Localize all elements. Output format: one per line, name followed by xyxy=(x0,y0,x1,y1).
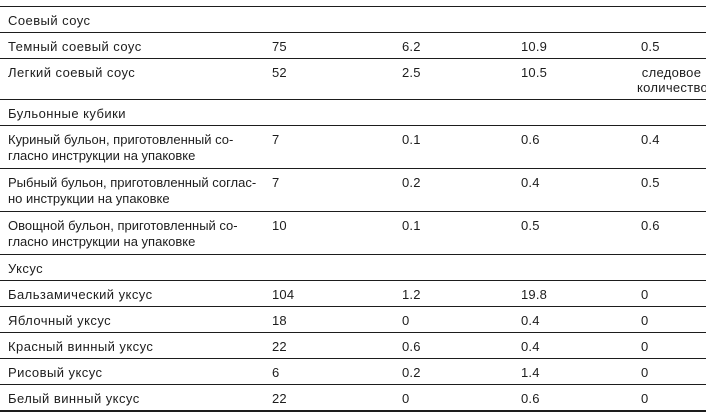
table-row: Куриный бульон, приготовленный со- гласн… xyxy=(0,125,706,168)
section-header-row: Уксус xyxy=(0,254,706,280)
section-header: Уксус xyxy=(8,261,44,276)
value-col2: 0 xyxy=(402,313,410,328)
value-calories: 7 xyxy=(272,175,280,190)
value-col3: 0.4 xyxy=(521,175,540,190)
value-col2: 0.1 xyxy=(402,218,421,233)
item-name: Темный соевый соус xyxy=(8,39,142,54)
table-row: Рисовый уксус 6 0.2 1.4 0 xyxy=(0,358,706,384)
item-name: Белый винный уксус xyxy=(8,391,140,406)
value-col3: 0.6 xyxy=(521,391,540,406)
value-col4: 0.4 xyxy=(641,132,660,147)
value-col4: 0 xyxy=(641,287,649,302)
value-col3: 0.6 xyxy=(521,132,540,147)
value-col2: 2.5 xyxy=(402,65,421,80)
section-header-row: Соевый соус xyxy=(0,6,706,32)
item-name: Овощной бульон, приготовленный со- гласн… xyxy=(8,218,238,249)
value-col4: 0.5 xyxy=(641,175,660,190)
value-col2: 6.2 xyxy=(402,39,421,54)
value-col4: 0 xyxy=(641,391,649,406)
table-row: Бальзамический уксус 104 1.2 19.8 0 xyxy=(0,280,706,306)
value-calories: 6 xyxy=(272,365,280,380)
value-col3: 0.5 xyxy=(521,218,540,233)
item-name: Яблочный уксус xyxy=(8,313,112,328)
table-row: Темный соевый соус 75 6.2 10.9 0.5 xyxy=(0,32,706,58)
table-row: Овощной бульон, приготовленный со- гласн… xyxy=(0,211,706,254)
item-name: Красный винный уксус xyxy=(8,339,154,354)
item-name: Рыбный бульон, приготовленный соглас- но… xyxy=(8,175,257,206)
value-col2: 0.1 xyxy=(402,132,421,147)
value-col3: 10.5 xyxy=(521,65,548,80)
table-row: Белый винный уксус 22 0 0.6 0 xyxy=(0,384,706,410)
item-name: Куриный бульон, приготовленный со- гласн… xyxy=(8,132,234,163)
table-row: Красный винный уксус 22 0.6 0.4 0 xyxy=(0,332,706,358)
value-calories: 22 xyxy=(272,339,287,354)
value-col4: 0 xyxy=(641,313,649,328)
value-col2: 0 xyxy=(402,391,410,406)
value-col4-trace-amount: следовое количество xyxy=(637,65,706,95)
value-col3: 0.4 xyxy=(521,339,540,354)
table-row: Рыбный бульон, приготовленный соглас- но… xyxy=(0,168,706,211)
value-col2: 1.2 xyxy=(402,287,421,302)
value-col4: 0 xyxy=(641,339,649,354)
value-col3: 0.4 xyxy=(521,313,540,328)
section-header: Соевый соус xyxy=(8,13,91,28)
item-name: Рисовый уксус xyxy=(8,365,103,380)
value-col2: 0.2 xyxy=(402,175,421,190)
value-col4: 0.5 xyxy=(641,39,660,54)
value-calories: 22 xyxy=(272,391,287,406)
value-col3: 1.4 xyxy=(521,365,540,380)
value-col4: 0.6 xyxy=(641,218,660,233)
value-calories: 75 xyxy=(272,39,287,54)
value-calories: 52 xyxy=(272,65,287,80)
section-header: Бульонные кубики xyxy=(8,106,126,121)
value-col4: 0 xyxy=(641,365,649,380)
value-calories: 7 xyxy=(272,132,280,147)
value-calories: 18 xyxy=(272,313,287,328)
item-name: Легкий соевый соус xyxy=(8,65,136,80)
section-header-row: Бульонные кубики xyxy=(0,99,706,125)
value-col3: 19.8 xyxy=(521,287,548,302)
item-name: Бальзамический уксус xyxy=(8,287,153,302)
table-row: Легкий соевый соус 52 2.5 10.5 следовое … xyxy=(0,58,706,99)
table-row: Яблочный уксус 18 0 0.4 0 xyxy=(0,306,706,332)
nutrition-table: Соевый соус Темный соевый соус 75 6.2 10… xyxy=(0,6,706,412)
value-calories: 104 xyxy=(272,287,295,302)
value-col2: 0.2 xyxy=(402,365,421,380)
value-calories: 10 xyxy=(272,218,287,233)
value-col3: 10.9 xyxy=(521,39,548,54)
value-col2: 0.6 xyxy=(402,339,421,354)
